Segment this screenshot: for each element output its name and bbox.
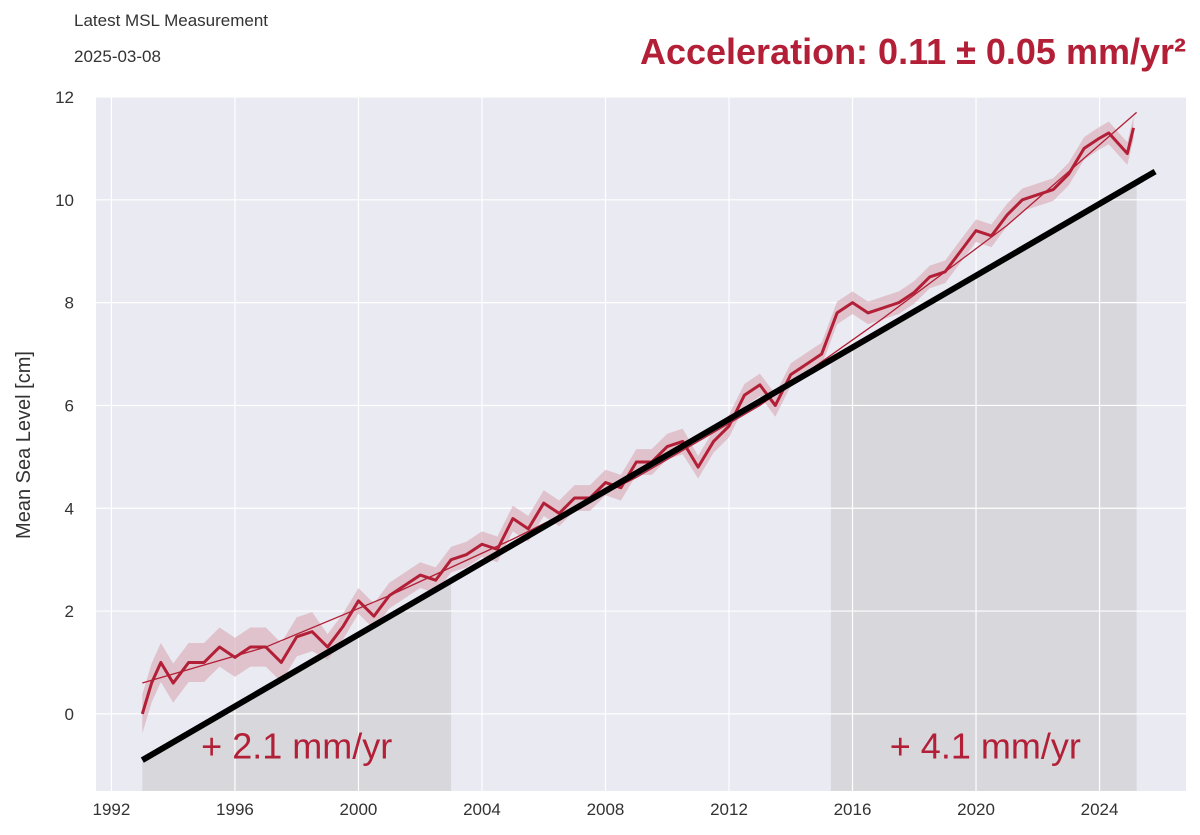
y-tick-label: 6: [65, 396, 74, 415]
x-tick-label: 1996: [216, 800, 254, 819]
rate-label-1: + 2.1 mm/yr: [201, 726, 392, 767]
y-tick-label: 12: [55, 88, 74, 107]
x-tick-label: 2004: [463, 800, 501, 819]
y-tick-label: 10: [55, 191, 74, 210]
x-tick-label: 2016: [834, 800, 872, 819]
header-date: 2025-03-08: [74, 47, 161, 66]
header-label: Latest MSL Measurement: [74, 11, 268, 30]
x-tick-label: 2000: [340, 800, 378, 819]
x-tick-label: 1992: [93, 800, 131, 819]
rate-label-2: + 4.1 mm/yr: [890, 726, 1081, 767]
y-tick-label: 0: [65, 705, 74, 724]
x-tick-label: 2024: [1081, 800, 1119, 819]
msl-series-line: [140, 127, 1135, 715]
acceleration-text: Acceleration: 0.11 ± 0.05 mm/yr²: [640, 31, 1186, 72]
y-tick-label: 8: [65, 294, 74, 313]
x-tick-label: 2020: [957, 800, 995, 819]
shaded-period-1: [142, 580, 452, 791]
quadratic-fit-line: [142, 111, 1138, 684]
y-axis-label: Mean Sea Level [cm]: [13, 351, 35, 539]
y-tick-label: 2: [65, 602, 74, 621]
shaded-period-2: [830, 182, 1137, 791]
linear-trend-line: [140, 168, 1157, 763]
y-tick-label: 4: [65, 499, 74, 518]
x-tick-label: 2012: [710, 800, 748, 819]
uncertainty-band: [142, 116, 1134, 734]
x-tick-label: 2008: [587, 800, 625, 819]
